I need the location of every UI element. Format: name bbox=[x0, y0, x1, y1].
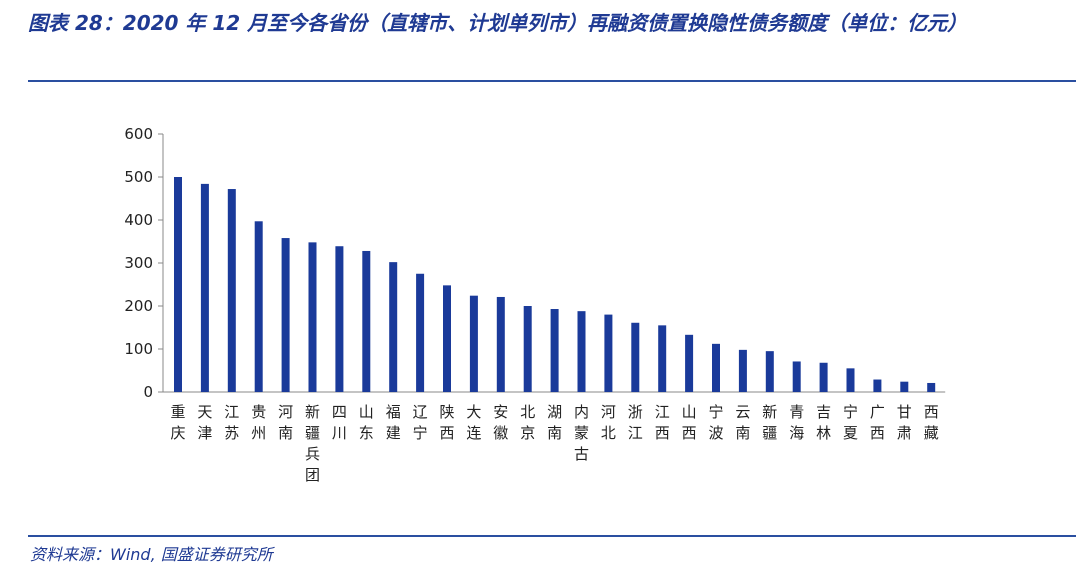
bar bbox=[443, 285, 451, 392]
title-divider bbox=[28, 80, 1076, 82]
bar bbox=[819, 362, 828, 392]
category-label: 青海 bbox=[789, 403, 804, 442]
category-label: 大连 bbox=[466, 403, 481, 442]
category-label: 新疆 bbox=[762, 403, 777, 442]
bar bbox=[631, 322, 640, 392]
source-note: 资料来源：Wind, 国盛证券研究所 bbox=[30, 545, 273, 564]
bar bbox=[873, 379, 882, 392]
bar bbox=[900, 381, 909, 392]
y-tick-label: 600 bbox=[124, 125, 153, 143]
category-label: 山西 bbox=[682, 403, 697, 442]
category-label: 云南 bbox=[735, 403, 750, 442]
bar-chart: 0 100 200 300 400 500 600 重庆天津江苏贵州河南新疆兵团四川山东福建… bbox=[124, 125, 946, 484]
bar bbox=[496, 296, 505, 392]
y-tick-label: 200 bbox=[124, 297, 153, 315]
bar bbox=[227, 189, 236, 392]
category-label: 内蒙古 bbox=[574, 403, 589, 463]
category-label: 广西 bbox=[870, 403, 885, 442]
bar bbox=[200, 183, 209, 392]
y-tick-label: 100 bbox=[124, 340, 153, 358]
category-label: 安徽 bbox=[493, 403, 508, 442]
category-label: 山东 bbox=[359, 403, 374, 442]
category-label: 西藏 bbox=[924, 403, 939, 442]
bar bbox=[389, 262, 398, 392]
category-label: 贵州 bbox=[251, 403, 266, 442]
category-label: 福建 bbox=[386, 403, 401, 442]
bar bbox=[469, 295, 478, 392]
y-tick-label: 300 bbox=[124, 254, 153, 272]
chart-title: 图表 28：2020 年 12 月至今各省份（直辖市、计划单列市）再融资债置换隐… bbox=[28, 11, 968, 35]
chart-labels: 重庆天津江苏贵州河南新疆兵团四川山东福建辽宁陕西大连安徽北京湖南内蒙古河北浙江江… bbox=[170, 403, 938, 484]
chart-bars bbox=[174, 177, 936, 392]
category-label: 四川 bbox=[332, 403, 347, 442]
category-label: 江西 bbox=[655, 403, 670, 442]
bar bbox=[792, 361, 801, 392]
bar bbox=[658, 325, 667, 392]
category-label: 重庆 bbox=[170, 403, 185, 442]
category-label: 河南 bbox=[278, 403, 293, 442]
bar bbox=[308, 242, 317, 392]
bar bbox=[712, 343, 720, 392]
bar bbox=[685, 334, 694, 392]
category-label: 河北 bbox=[601, 403, 616, 442]
chart-axes: 0 100 200 300 400 500 600 bbox=[124, 125, 946, 401]
bar bbox=[738, 349, 747, 392]
bar bbox=[604, 314, 613, 392]
bar bbox=[254, 221, 263, 392]
bar bbox=[523, 306, 532, 392]
category-label: 北京 bbox=[520, 403, 535, 442]
category-label: 天津 bbox=[197, 403, 212, 442]
bar bbox=[362, 250, 371, 392]
category-label: 辽宁 bbox=[413, 403, 428, 442]
bar bbox=[174, 177, 182, 392]
source-divider bbox=[28, 535, 1076, 537]
y-tick-label: 0 bbox=[143, 383, 153, 401]
bar bbox=[416, 273, 425, 392]
y-tick-label: 500 bbox=[124, 168, 153, 186]
category-label: 新疆兵团 bbox=[305, 403, 320, 484]
bar bbox=[765, 351, 774, 392]
category-label: 陕西 bbox=[439, 403, 454, 442]
bar bbox=[927, 382, 936, 392]
bar bbox=[335, 246, 344, 392]
category-label: 浙江 bbox=[628, 403, 643, 442]
y-tick-label: 400 bbox=[124, 211, 153, 229]
bar bbox=[577, 311, 586, 392]
bar bbox=[846, 368, 855, 392]
category-label: 甘肃 bbox=[897, 403, 912, 442]
category-label: 宁夏 bbox=[843, 403, 858, 442]
category-label: 湖南 bbox=[547, 403, 562, 442]
bar bbox=[281, 238, 290, 392]
category-label: 江苏 bbox=[224, 403, 239, 442]
category-label: 吉林 bbox=[816, 403, 831, 442]
bar bbox=[550, 309, 559, 392]
category-label: 宁波 bbox=[708, 403, 723, 442]
